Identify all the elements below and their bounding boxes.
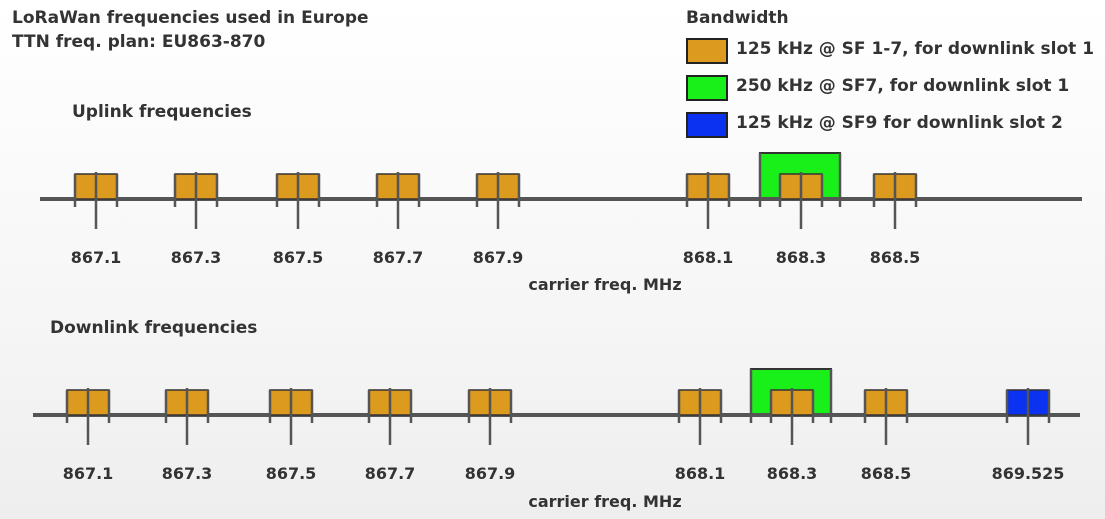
downlink-freq-label-867.1: 867.1 (63, 464, 114, 483)
legend-label: 125 kHz @ SF 1-7, for downlink slot 1 (736, 39, 1095, 59)
uplink-heading: Uplink frequencies (72, 102, 252, 122)
legend-label: 125 kHz @ SF9 for downlink slot 2 (736, 113, 1063, 133)
uplink-freq-label-868.5: 868.5 (870, 248, 921, 267)
downlink-freq-label-868.5: 868.5 (861, 464, 912, 483)
uplink-freq-label-867.5: 867.5 (273, 248, 324, 267)
uplink-axis-label: carrier freq. MHz (528, 275, 681, 294)
downlink-freq-label-868.3: 868.3 (767, 464, 818, 483)
legend-swatch-blue (686, 112, 728, 138)
uplink-freq-label-868.1: 868.1 (683, 248, 734, 267)
legend-swatch-orange (686, 38, 728, 64)
downlink-freq-label-867.5: 867.5 (266, 464, 317, 483)
downlink-heading: Downlink frequencies (50, 318, 258, 338)
uplink-freq-label-867.7: 867.7 (373, 248, 424, 267)
downlink-freq-label-867.3: 867.3 (162, 464, 213, 483)
legend-label: 250 kHz @ SF7, for downlink slot 1 (736, 76, 1070, 96)
downlink-axis-label: carrier freq. MHz (528, 492, 681, 511)
uplink-freq-label-868.3: 868.3 (776, 248, 827, 267)
downlink-freq-label-867.7: 867.7 (365, 464, 416, 483)
downlink-freq-label-869.525: 869.525 (992, 464, 1065, 483)
title-line-1: LoRaWan frequencies used in Europe (12, 8, 369, 28)
uplink-freq-label-867.9: 867.9 (473, 248, 524, 267)
legend-swatch-green (686, 75, 728, 101)
uplink-freq-label-867.3: 867.3 (171, 248, 222, 267)
legend-heading: Bandwidth (686, 8, 789, 28)
title-line-2: TTN freq. plan: EU863-870 (12, 32, 266, 52)
uplink-freq-label-867.1: 867.1 (71, 248, 122, 267)
downlink-freq-label-868.1: 868.1 (675, 464, 726, 483)
downlink-freq-label-867.9: 867.9 (465, 464, 516, 483)
